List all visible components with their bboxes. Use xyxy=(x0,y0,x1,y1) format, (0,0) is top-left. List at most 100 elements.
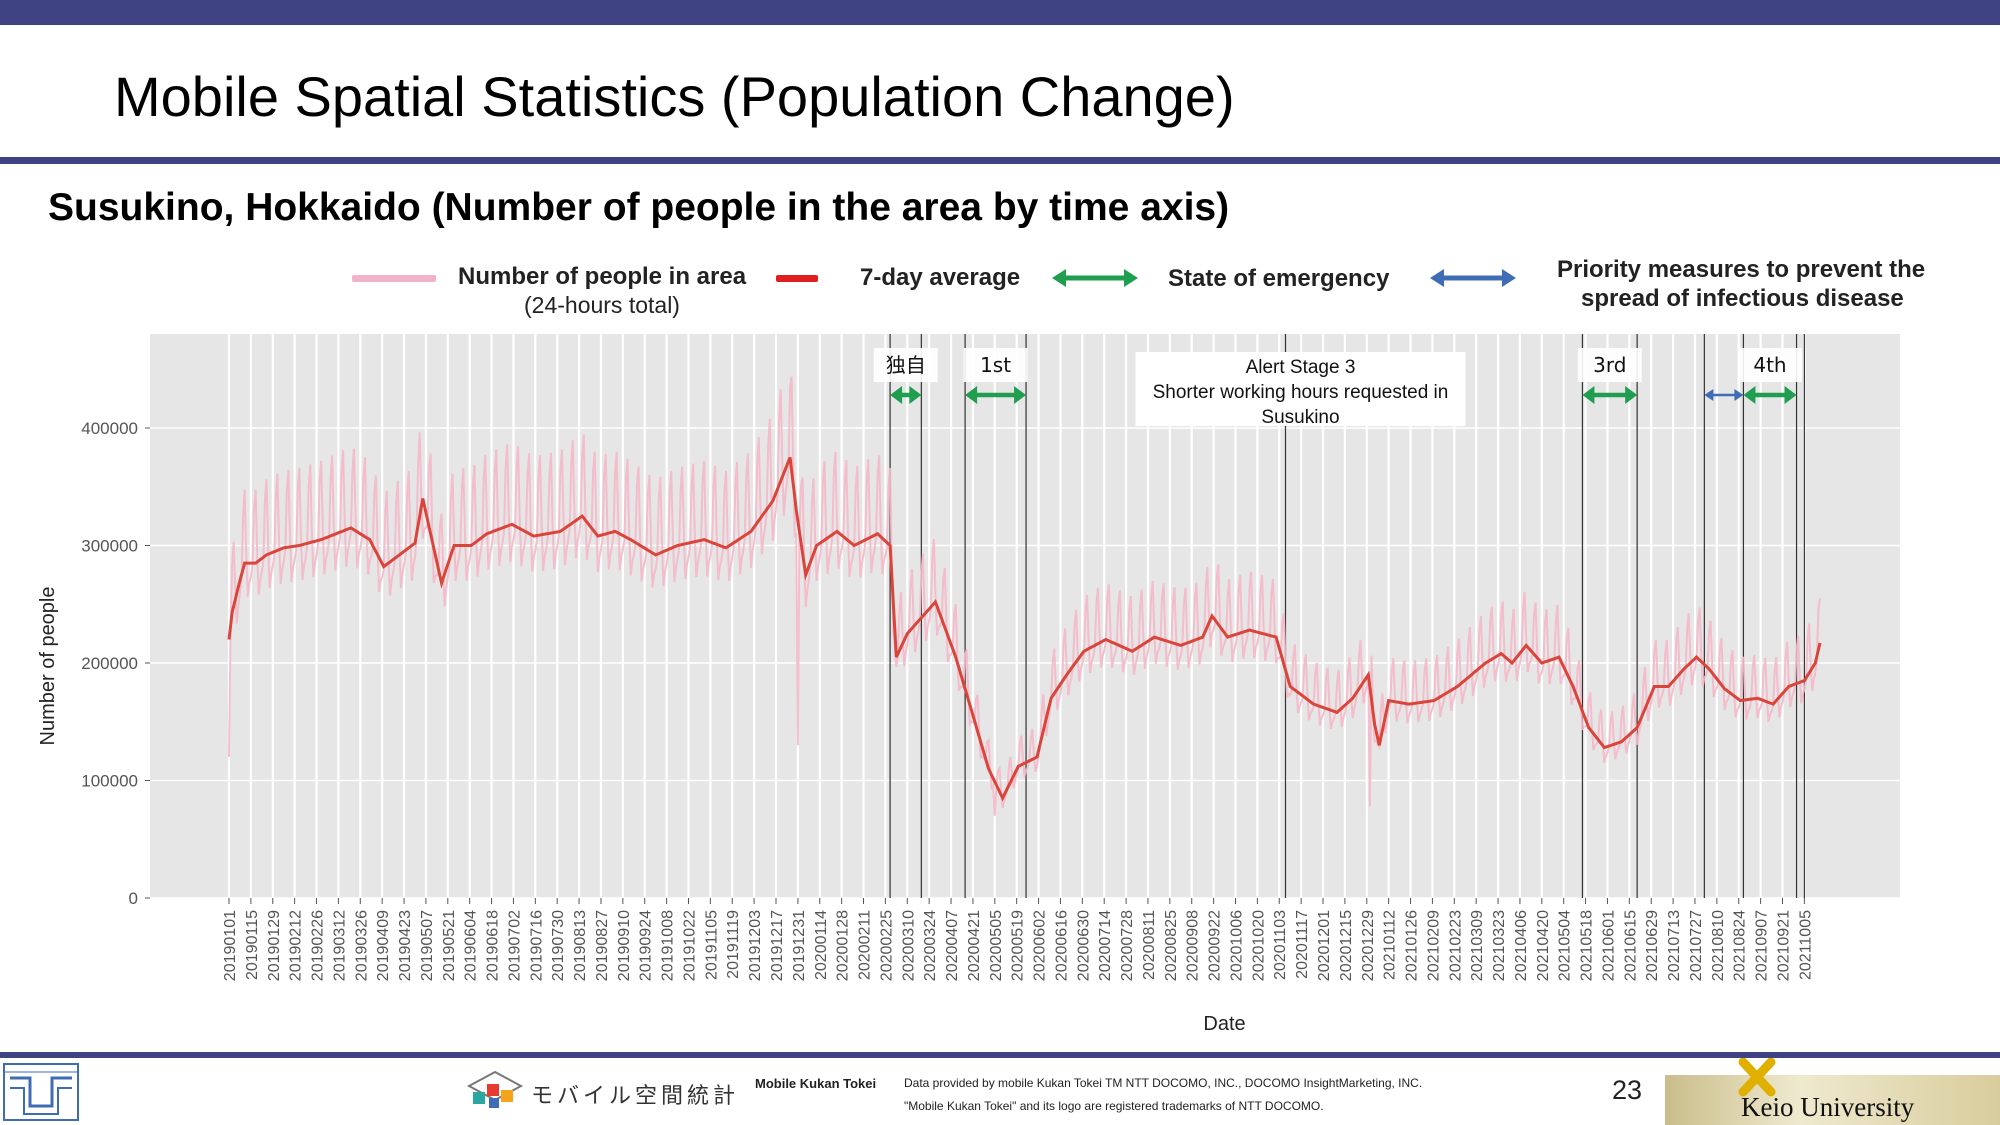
x-tick-label: 20191119 xyxy=(725,910,742,979)
x-tick-label: 20190730 xyxy=(550,910,567,981)
period-arrow-head xyxy=(1625,386,1638,404)
x-tick-label: 20200324 xyxy=(922,910,939,981)
university-name: Keio University xyxy=(1741,1092,1915,1122)
mkt-name: Mobile Kukan Tokei xyxy=(755,1076,877,1091)
x-tick-label: 20190129 xyxy=(266,910,283,981)
period-boundary-lines xyxy=(889,334,1805,898)
y-tick-label: 200000 xyxy=(81,654,138,673)
daily-series xyxy=(228,376,1821,816)
period-arrow-head xyxy=(1734,389,1744,401)
x-tick-label: 20200908 xyxy=(1185,910,1202,981)
annotation-line: Alert Stage 3 xyxy=(1246,357,1356,378)
credit-line-1: Data provided by mobile Kukan Tokei TM N… xyxy=(904,1076,1423,1090)
x-tick-label: 20210824 xyxy=(1732,910,1749,981)
keio-pen-icon xyxy=(1738,1058,1776,1097)
period-arrow-head xyxy=(1582,386,1595,404)
x-tick-label: 20210406 xyxy=(1513,910,1530,981)
period-label: 独自 xyxy=(886,353,926,377)
x-tick-label: 20200128 xyxy=(835,910,852,981)
x-tick-label: 20210126 xyxy=(1404,910,1421,981)
x-tick-label: 20190604 xyxy=(463,910,480,981)
x-tick-label: 20210629 xyxy=(1644,910,1661,981)
period-arrow-head xyxy=(965,386,978,404)
x-tick-label: 20191203 xyxy=(747,910,764,981)
keio-logo: Keio University xyxy=(1665,1058,2000,1125)
x-tick-label: 20211005 xyxy=(1797,910,1814,980)
period-label-box xyxy=(1737,348,1802,382)
x-tick-label: 20200505 xyxy=(988,910,1005,981)
title-rule xyxy=(0,157,2000,164)
x-tick-label: 20201006 xyxy=(1228,910,1245,981)
x-tick-label: 20210209 xyxy=(1425,910,1442,981)
x-tick-label: 20210420 xyxy=(1535,910,1552,981)
x-tick-label: 20210810 xyxy=(1710,910,1727,981)
x-tick-label: 20200310 xyxy=(900,910,917,981)
x-tick-label: 20190423 xyxy=(397,910,414,981)
x-tick-label: 20210504 xyxy=(1557,910,1574,981)
x-tick-label: 20210907 xyxy=(1754,910,1771,981)
x-tick-label: 20200225 xyxy=(878,910,895,981)
annotation-line: Susukino xyxy=(1261,407,1339,428)
x-tick-label: 20200811 xyxy=(1141,910,1158,980)
x-tick-label: 20190702 xyxy=(506,910,523,981)
period-arrow-head xyxy=(1014,386,1027,404)
y-tick-label: 100000 xyxy=(81,772,138,791)
x-tick-label: 20210112 xyxy=(1382,910,1399,980)
x-tick-label: 20191008 xyxy=(660,910,677,981)
x-tick-label: 20190910 xyxy=(616,910,633,981)
y-tick-label: 0 xyxy=(129,889,138,908)
daily-people-line xyxy=(228,376,1821,816)
x-tick-label: 20201020 xyxy=(1250,910,1267,981)
x-tick-label: 20210727 xyxy=(1688,910,1705,981)
period-markers: 独自 1st 3rd 4th Alert Stage 3 Shorter working … xyxy=(873,348,1802,428)
population-line-chart: 独自 1st 3rd 4th Alert Stage 3 Shorter working … xyxy=(37,334,1900,1035)
x-axis-title: Date xyxy=(1203,1013,1245,1035)
x-tick-label: 20201215 xyxy=(1338,910,1355,981)
x-tick-label: 20190212 xyxy=(288,910,305,981)
x-tick-label: 20200519 xyxy=(1010,910,1027,981)
x-tick-label: 20200922 xyxy=(1207,910,1224,981)
x-tick-label: 20210518 xyxy=(1579,910,1596,981)
x-tick-label: 20201229 xyxy=(1360,910,1377,981)
institute-logo-icon xyxy=(3,1063,79,1121)
y-tick-label: 300000 xyxy=(81,537,138,556)
period-arrow-head xyxy=(890,386,903,404)
mkt-logo-text: モバイル空間統計 xyxy=(531,1084,740,1109)
x-tick-label: 20200421 xyxy=(966,910,983,981)
page-number: 23 xyxy=(1612,1075,1643,1105)
period-label-box xyxy=(963,348,1028,382)
x-tick-label: 20190507 xyxy=(419,910,436,981)
x-tick-label: 20190813 xyxy=(572,910,589,981)
x-tick-label: 20190716 xyxy=(528,910,545,981)
x-tick-label: 20190924 xyxy=(638,910,655,981)
x-tick-label: 20190326 xyxy=(353,910,370,981)
period-arrow-head xyxy=(1743,386,1756,404)
x-tick-label: 20200728 xyxy=(1119,910,1136,981)
y-axis-title: Number of people xyxy=(37,587,59,746)
avg-series xyxy=(227,456,1822,802)
x-tick-label: 20200114 xyxy=(813,910,830,980)
x-tick-label: 20190521 xyxy=(441,910,458,981)
period-label: 3rd xyxy=(1593,353,1626,377)
x-axis: 20190101 20190115 20190129 20190212 20190226… xyxy=(222,898,1814,981)
x-tick-label: 20200211 xyxy=(857,910,874,980)
period-arrow-head xyxy=(1704,389,1714,401)
period-label: 1st xyxy=(980,353,1011,377)
top-bar xyxy=(0,0,2000,25)
x-tick-label: 20200616 xyxy=(1053,910,1070,981)
x-tick-label: 20190409 xyxy=(375,910,392,981)
x-tick-label: 20190827 xyxy=(594,910,611,981)
x-tick-label: 20191231 xyxy=(791,910,808,981)
x-tick-label: 20200714 xyxy=(1097,910,1114,981)
period-label-box xyxy=(873,348,938,382)
page-title: Mobile Spatial Statistics (Population Ch… xyxy=(114,65,1235,128)
credit-line-2: "Mobile Kukan Tokei" and its logo are re… xyxy=(904,1099,1324,1113)
x-tick-label: 20201103 xyxy=(1272,910,1289,980)
annotation-line: Shorter working hours requested in xyxy=(1153,382,1449,403)
x-tick-label: 20190618 xyxy=(485,910,502,981)
x-tick-label: 20190101 xyxy=(222,910,239,981)
seven-day-average-line xyxy=(227,456,1822,802)
x-tick-label: 20200630 xyxy=(1075,910,1092,981)
x-tick-label: 20210921 xyxy=(1775,910,1792,981)
x-tick-label: 20200825 xyxy=(1163,910,1180,981)
